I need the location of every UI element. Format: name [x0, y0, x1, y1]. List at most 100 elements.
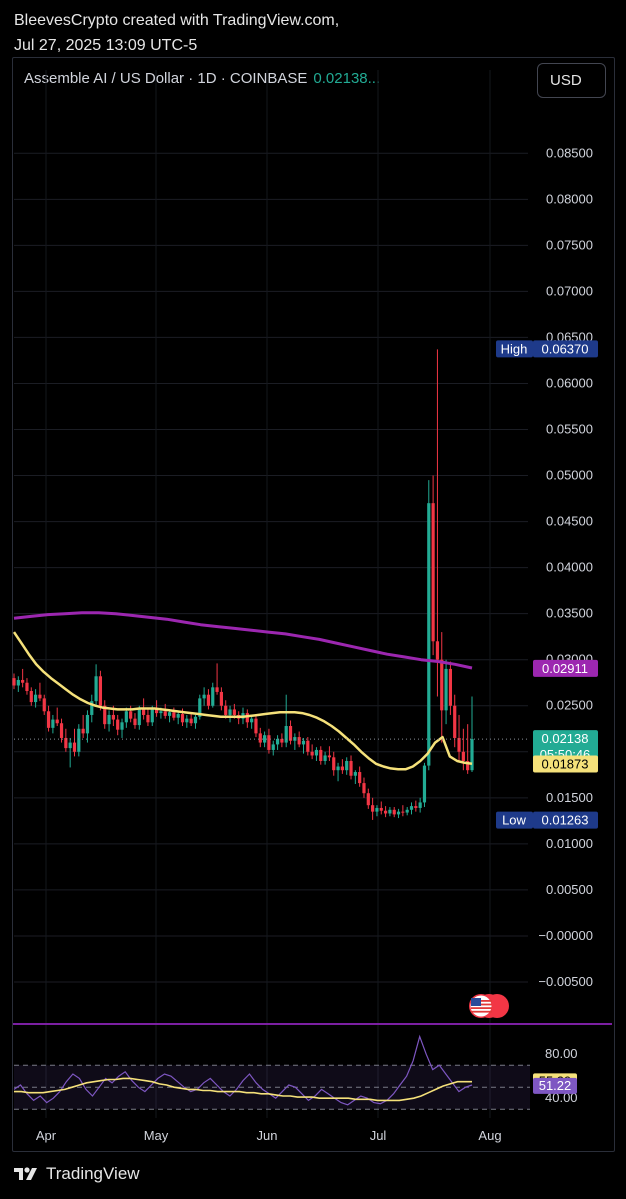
candle-body [362, 783, 366, 794]
low-value-bg [533, 811, 598, 829]
tradingview-logo-icon [14, 1167, 37, 1180]
candle-body [297, 737, 301, 745]
candle [375, 805, 379, 817]
y-tick-label: 0.00500 [546, 882, 593, 897]
tradingview-brand: TradingView [46, 1164, 140, 1183]
candle [202, 687, 206, 706]
candle [94, 664, 98, 706]
candle-body [103, 705, 107, 725]
candle-body [206, 694, 211, 706]
candle-body [396, 811, 401, 815]
y-tick-label: 0.08000 [546, 191, 593, 206]
low-tag: Low [502, 813, 526, 828]
last-price: 0.02138 [542, 731, 589, 746]
candle-body [42, 698, 46, 712]
rsi-tick-label: 40.00 [545, 1090, 578, 1105]
candle [422, 762, 427, 808]
candle [133, 713, 137, 729]
candle-body [90, 701, 94, 715]
candle-body [388, 809, 392, 814]
candle [90, 694, 94, 723]
candle [444, 659, 448, 725]
candle-body [401, 811, 405, 813]
candle-body [211, 687, 215, 706]
candle [68, 737, 72, 768]
high-value: 0.06370 [542, 341, 589, 356]
candle-body [154, 708, 159, 714]
high-tag-bg [496, 340, 533, 358]
x-tick-label: Jun [257, 1128, 278, 1143]
candle-body [310, 751, 314, 756]
x-tick-label: May [144, 1128, 169, 1143]
symbol-header: Assemble AI / US Dollar · 1D · COINBASE 0… [24, 70, 380, 87]
candle [340, 759, 344, 774]
chart-panel[interactable] [12, 57, 615, 1152]
candle-body [332, 757, 336, 771]
candle-body [470, 739, 474, 771]
candle [414, 800, 418, 812]
candle-body [457, 737, 461, 752]
rsi-tick-label: 80.00 [545, 1046, 578, 1061]
candle-body [85, 714, 90, 734]
candle-body [146, 714, 150, 723]
candle [466, 724, 470, 774]
candle [362, 777, 366, 798]
rsi-line [13, 1034, 473, 1106]
y-tick-label: 0.08500 [546, 145, 593, 160]
candle-body [461, 751, 465, 761]
us-flag-events-icon [469, 994, 509, 1018]
candle [358, 766, 362, 787]
ma-long-line [13, 611, 473, 670]
candle [124, 707, 128, 728]
candle-body [267, 735, 271, 750]
candle [470, 696, 474, 773]
candle-body [77, 728, 81, 752]
candle [349, 755, 353, 780]
candle [427, 480, 431, 771]
y-tick-label: 0.07500 [546, 237, 593, 252]
high-tag: High [501, 341, 528, 356]
candle-body [172, 712, 176, 718]
candle-body [124, 711, 128, 723]
candle-body [427, 503, 431, 766]
candle [219, 687, 223, 711]
candle-body [353, 772, 357, 776]
candle [34, 689, 38, 708]
candle [379, 801, 383, 815]
candle-body [224, 705, 228, 715]
candle-body [327, 755, 332, 758]
y-tick-label: 0.04000 [546, 560, 593, 575]
candle-body [116, 719, 120, 730]
candle-body [358, 772, 362, 784]
candle [301, 737, 306, 754]
y-tick-label: 0.01000 [546, 836, 593, 851]
candle-body [383, 810, 388, 814]
candle [323, 751, 327, 765]
candle-body [431, 503, 435, 642]
candle [176, 711, 180, 725]
candle-body [64, 737, 68, 749]
currency-selector[interactable]: USD [537, 63, 606, 98]
candle-body [180, 714, 185, 723]
candle-body [198, 698, 202, 717]
candle-body [379, 807, 383, 811]
chart-caption: BleevesCrypto created with TradingView.c… [14, 8, 339, 58]
candle-body [435, 641, 440, 660]
candle [16, 676, 20, 692]
candle [245, 709, 249, 728]
candle-body [25, 682, 29, 692]
candle [103, 700, 107, 729]
currency-label: USD [550, 72, 582, 89]
candle [280, 733, 284, 748]
ma-long-value: 0.02911 [542, 661, 588, 676]
candle-body [263, 735, 267, 743]
candle-body [193, 716, 198, 724]
candle-body [29, 691, 33, 703]
candle [284, 694, 288, 748]
candle-body [392, 809, 396, 815]
candle-body [150, 708, 154, 723]
candle [258, 727, 262, 748]
candle-body [185, 718, 189, 723]
candle-body [414, 806, 418, 808]
